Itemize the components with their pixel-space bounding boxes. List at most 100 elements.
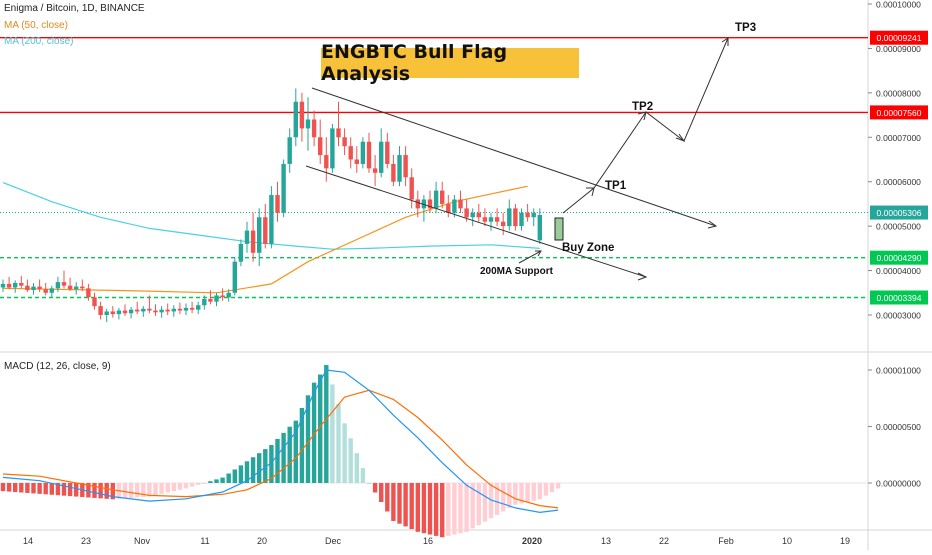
candle-body: [189, 307, 195, 310]
candle: [92, 292, 97, 310]
candle-body: [275, 195, 280, 213]
price-tick-label: 0.00007000: [876, 133, 921, 143]
macd-histogram-bar: [110, 483, 115, 500]
time-tick-label: 19: [840, 536, 850, 546]
candle: [299, 92, 305, 142]
macd-histogram-bar: [476, 483, 481, 526]
macd-histogram-bar: [67, 483, 73, 497]
candle: [311, 110, 317, 147]
candle-body: [177, 308, 183, 311]
macd-histogram-bar: [305, 395, 311, 483]
candle-body: [488, 217, 494, 222]
macd-histogram-bar: [37, 483, 42, 494]
candle: [116, 307, 122, 320]
macd-histogram-bar: [244, 461, 250, 483]
macd-histogram-bar: [519, 483, 524, 504]
candle: [147, 295, 152, 314]
price-levels: 0.00009241 0.00007560 0.00005306 0.00004290…: [0, 30, 928, 305]
macd-histogram-bar: [525, 483, 530, 502]
macd-histogram-bar: [549, 483, 555, 493]
price-level-label: 0.00005306: [877, 208, 922, 218]
candle-body: [269, 195, 274, 244]
macd-histogram-bar: [464, 483, 469, 532]
macd-histogram-bar: [135, 483, 140, 498]
macd-histogram-bar: [555, 483, 561, 489]
price-level-badge: [870, 205, 928, 220]
candle: [122, 304, 128, 316]
macd-histogram-bar: [318, 374, 323, 483]
candle-body: [0, 283, 6, 288]
macd-histogram-bar: [360, 468, 366, 483]
candle: [293, 88, 298, 147]
macd-histogram-bar: [196, 483, 201, 485]
candle-body: [372, 168, 378, 173]
macd-histogram-bar: [43, 483, 48, 495]
candle: [488, 212, 494, 231]
symbol-label: Enigma / Bitcoin, 1D, BINANCE: [4, 3, 145, 14]
ma50-label: MA (50, close): [4, 20, 68, 31]
candle-body: [135, 309, 140, 312]
candle: [421, 195, 427, 222]
candle-body: [385, 141, 390, 164]
flag-upper-trendline: [311, 87, 717, 227]
candle: [501, 212, 506, 236]
candle-body: [348, 146, 353, 160]
macd-histogram-bar: [257, 453, 262, 483]
macd-histogram-bar: [128, 483, 134, 498]
macd-histogram-bar: [13, 483, 18, 493]
candle-body: [330, 128, 335, 169]
flag-lower-arrowhead: [637, 272, 648, 281]
macd-histogram-bar: [391, 483, 396, 521]
macd-tick-label: 0.00001000: [876, 366, 921, 376]
candle: [128, 307, 134, 319]
macd-histogram-bar: [0, 483, 6, 492]
macd-histogram-bar: [232, 469, 237, 483]
candle: [61, 270, 67, 289]
macd-histogram-bar: [336, 403, 341, 483]
tp1-label: TP1: [605, 180, 627, 192]
candle-body: [507, 208, 512, 227]
candle: [385, 132, 390, 169]
candle: [494, 208, 500, 227]
candle-body: [183, 307, 189, 311]
price-level-badge: [870, 105, 928, 120]
macd-histogram-bar: [415, 483, 420, 532]
candle-body: [293, 101, 298, 138]
macd-histogram-bar: [250, 457, 256, 483]
candle-body: [281, 163, 286, 213]
candle-body: [531, 212, 536, 218]
macd-tick-label: 0.00000500: [876, 422, 921, 432]
macd-line: [2, 369, 559, 514]
flag-upper-arrowhead: [707, 220, 718, 229]
price-level-badge: [870, 250, 928, 265]
candle: [189, 301, 195, 314]
candle-body: [421, 199, 427, 209]
candle: [202, 295, 207, 310]
candle: [226, 289, 231, 302]
time-tick-label: 10: [782, 536, 792, 546]
time-tick-label: 22: [659, 536, 669, 546]
macd-histogram-bar: [311, 382, 317, 483]
candle: [409, 168, 414, 209]
macd-histogram-bar: [494, 483, 500, 515]
candle: [403, 146, 408, 187]
candle: [244, 221, 250, 253]
macd-histogram-bar: [153, 483, 158, 496]
macd-histogram-bar: [226, 473, 231, 483]
macd-histogram-bar: [19, 483, 24, 493]
macd-histogram-bar: [488, 483, 494, 519]
macd-histogram-bar: [537, 483, 542, 500]
candle-body: [440, 190, 445, 204]
candle: [165, 303, 170, 315]
candle: [86, 283, 91, 301]
candle: [25, 279, 30, 292]
macd-histogram-bar: [293, 420, 298, 483]
candle: [433, 181, 439, 213]
candle-body: [43, 289, 48, 293]
candle-body: [379, 141, 384, 173]
candle: [141, 306, 146, 317]
candle: [269, 186, 274, 249]
candle-body: [165, 309, 170, 312]
candle-body: [67, 285, 73, 290]
candle: [110, 306, 115, 318]
